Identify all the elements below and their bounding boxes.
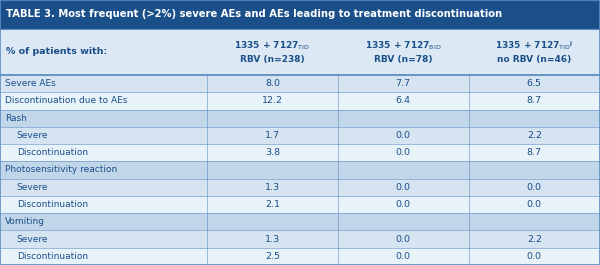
Text: 0.0: 0.0 [527,252,542,261]
Text: 8.0: 8.0 [265,79,280,88]
Text: 0.0: 0.0 [396,252,410,261]
Text: TABLE 3. Most frequent (>2%) severe AEs and AEs leading to treatment discontinua: TABLE 3. Most frequent (>2%) severe AEs … [6,9,502,19]
Text: Severe: Severe [17,235,48,244]
Text: 1335 + 7127$_{\mathrm{BID}}$
RBV (n=78): 1335 + 7127$_{\mathrm{BID}}$ RBV (n=78) [365,40,442,64]
Text: 0.0: 0.0 [396,148,410,157]
Bar [0,213,600,231]
Bar [0,0,600,29]
Text: Discontinuation: Discontinuation [17,148,88,157]
Text: 2.1: 2.1 [265,200,280,209]
Text: 2.2: 2.2 [527,235,542,244]
Text: Severe: Severe [17,183,48,192]
Text: Discontinuation: Discontinuation [17,252,88,261]
Text: Vomiting: Vomiting [5,217,45,226]
Text: 0.0: 0.0 [396,235,410,244]
Text: 1335 + 7127$_{\mathrm{TID}}$ʲ
no RBV (n=46): 1335 + 7127$_{\mathrm{TID}}$ʲ no RBV (n=… [495,40,574,64]
Text: Rash: Rash [5,114,26,123]
Text: 2.5: 2.5 [265,252,280,261]
Text: 6.5: 6.5 [527,79,542,88]
Text: 3.8: 3.8 [265,148,280,157]
Bar [0,248,600,265]
Text: Discontinuation due to AEs: Discontinuation due to AEs [5,96,127,105]
Text: 1.3: 1.3 [265,183,280,192]
Bar [0,231,600,248]
Bar [0,196,600,213]
Bar [0,161,600,179]
Text: 1.7: 1.7 [265,131,280,140]
Text: Photosensitivity reaction: Photosensitivity reaction [5,166,117,174]
Text: 0.0: 0.0 [396,200,410,209]
Text: 6.4: 6.4 [396,96,410,105]
Bar [0,109,600,127]
Text: 0.0: 0.0 [396,131,410,140]
Bar [0,29,600,75]
Text: 0.0: 0.0 [396,183,410,192]
Text: Severe AEs: Severe AEs [5,79,56,88]
Bar [0,75,600,92]
Bar [0,144,600,161]
Text: 7.7: 7.7 [396,79,410,88]
Text: 12.2: 12.2 [262,96,283,105]
Text: 0.0: 0.0 [527,200,542,209]
Text: 1335 + 7127$_{\mathrm{TID}}$
RBV (n=238): 1335 + 7127$_{\mathrm{TID}}$ RBV (n=238) [235,40,310,64]
Text: 1.3: 1.3 [265,235,280,244]
Bar [0,127,600,144]
Text: 8.7: 8.7 [527,148,542,157]
Text: Discontinuation: Discontinuation [17,200,88,209]
Text: 2.2: 2.2 [527,131,542,140]
Text: % of patients with:: % of patients with: [6,47,107,56]
Text: 0.0: 0.0 [527,183,542,192]
Bar [0,179,600,196]
Bar [0,92,600,109]
Text: 8.7: 8.7 [527,96,542,105]
Text: Severe: Severe [17,131,48,140]
